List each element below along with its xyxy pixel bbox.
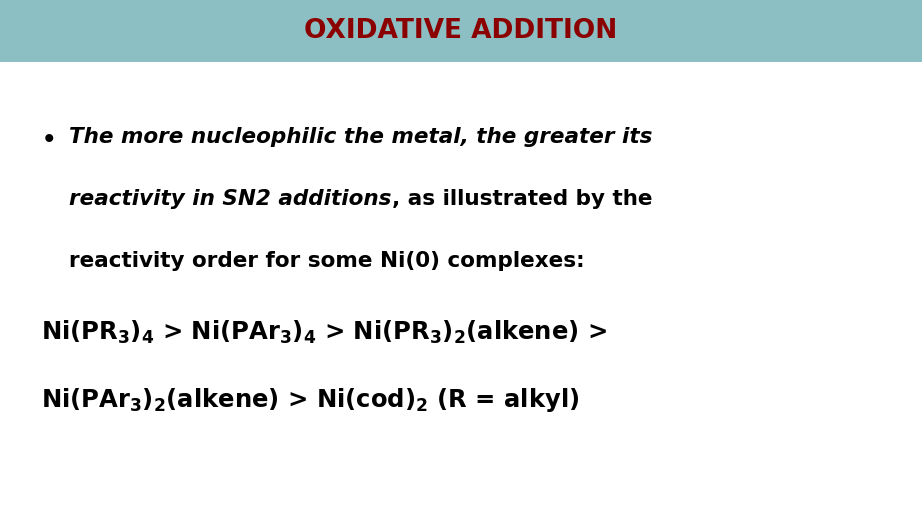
Text: •: • (41, 130, 56, 152)
Text: reactivity in SN2 additions: reactivity in SN2 additions (69, 189, 392, 209)
Bar (0, 0, 922, 62)
Text: The more nucleophilic the metal, the greater its: The more nucleophilic the metal, the gre… (69, 127, 653, 147)
Text: $\mathregular{Ni(PR_3)_4}$ > $\mathregular{Ni(PAr_3)_4}$ > $\mathregular{Ni(PR_3: $\mathregular{Ni(PR_3)_4}$ > $\mathregul… (41, 319, 608, 346)
Text: , as illustrated by the: , as illustrated by the (392, 189, 652, 209)
Text: reactivity order for some Ni(0) complexes:: reactivity order for some Ni(0) complexe… (69, 251, 585, 271)
Text: OXIDATIVE ADDITION: OXIDATIVE ADDITION (304, 18, 618, 44)
Text: $\mathregular{Ni(PAr_3)_2}$(alkene) > $\mathregular{Ni(cod)_2}$ (R = alkyl): $\mathregular{Ni(PAr_3)_2}$(alkene) > $\… (41, 386, 580, 414)
